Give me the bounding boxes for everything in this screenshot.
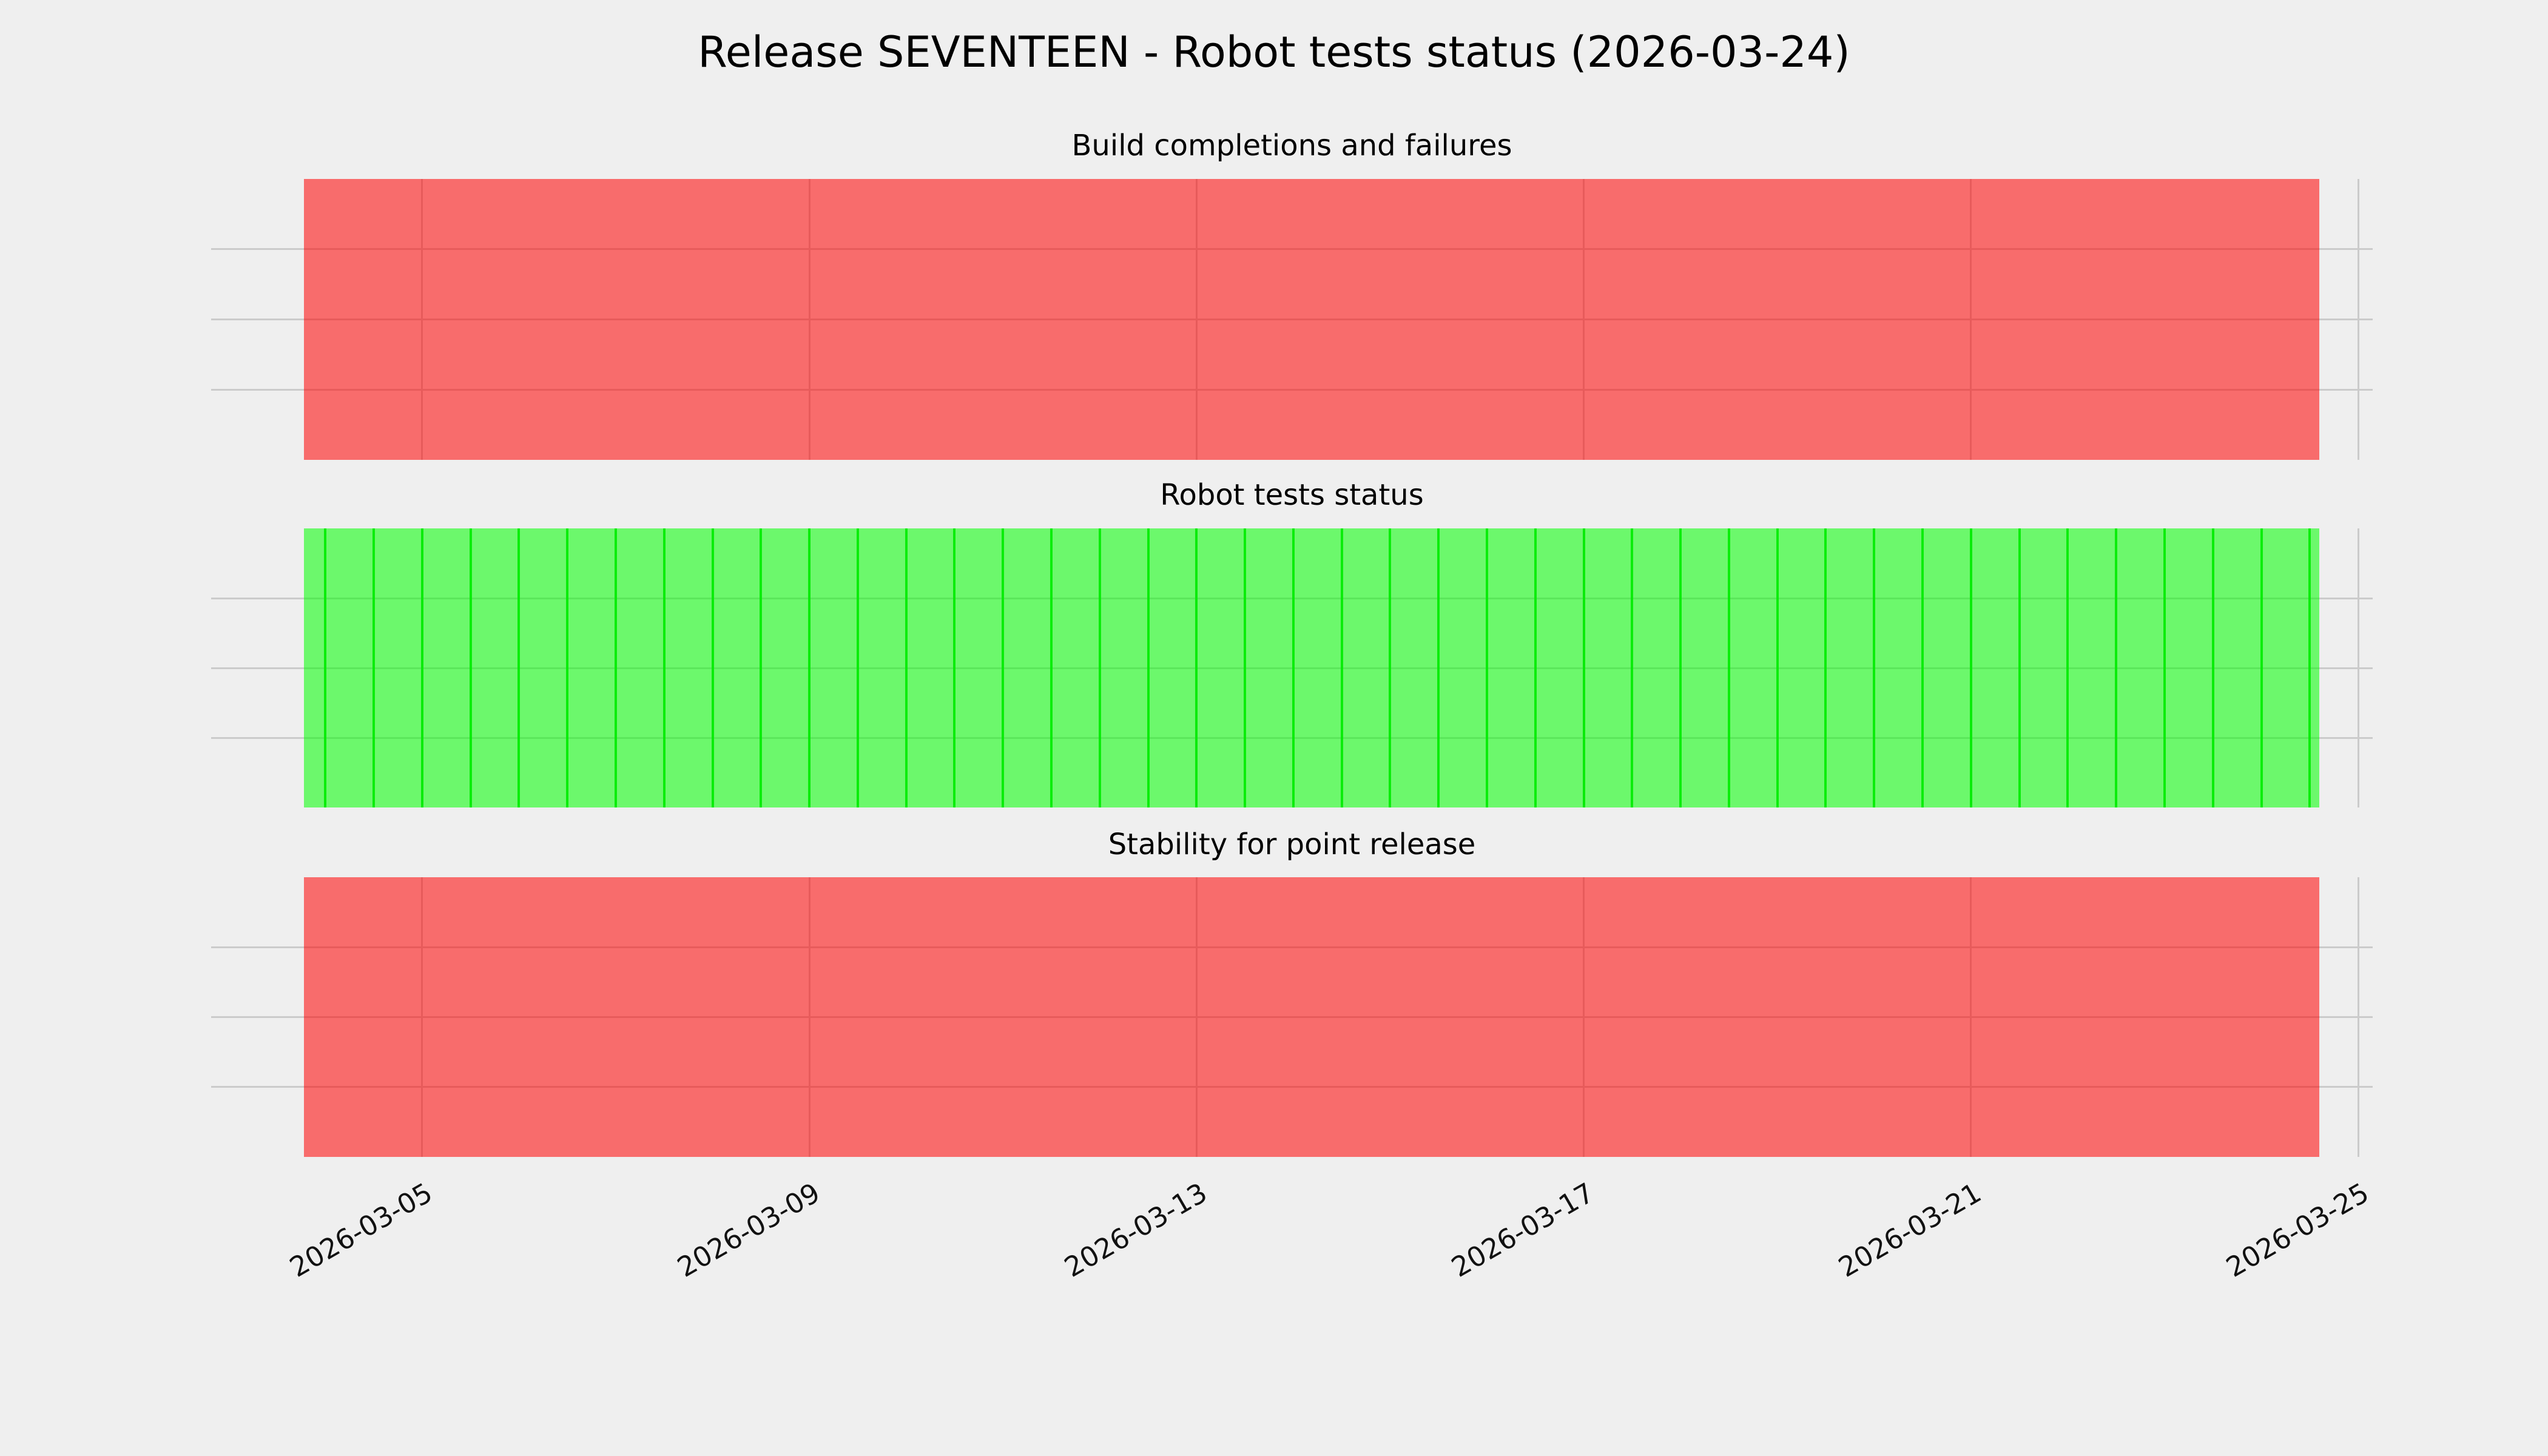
plot-area-build-completions (211, 179, 2373, 460)
test-run-separator (566, 528, 569, 807)
status-band-passing (304, 528, 2320, 807)
test-run-separator (1582, 528, 1585, 807)
test-run-separator (1195, 528, 1198, 807)
test-run-separator (1873, 528, 1876, 807)
test-run-separator (420, 528, 423, 807)
status-band-failing (304, 179, 2320, 460)
gridline-vertical (2357, 528, 2359, 807)
test-run-separator (711, 528, 714, 807)
test-run-separator (1002, 528, 1005, 807)
test-run-separator (1631, 528, 1634, 807)
x-axis-tick-label: 2026-03-21 (1833, 1176, 1987, 1284)
x-axis-tick-label: 2026-03-25 (2220, 1176, 2374, 1284)
test-run-separator (1969, 528, 1972, 807)
test-run-separator (1824, 528, 1827, 807)
test-run-separator (1244, 528, 1247, 807)
test-run-separator (856, 528, 859, 807)
test-run-separator (1776, 528, 1779, 807)
test-run-separator (905, 528, 908, 807)
test-run-separator (469, 528, 472, 807)
test-run-separator (1679, 528, 1682, 807)
figure-title: Release SEVENTEEN - Robot tests status (… (698, 27, 1850, 77)
status-band-failing (304, 877, 2320, 1157)
test-run-separator (2066, 528, 2069, 807)
test-run-separator (2308, 528, 2311, 807)
test-run-separator (614, 528, 617, 807)
test-run-separator (1389, 528, 1392, 807)
test-run-separator (324, 528, 327, 807)
test-run-separator (517, 528, 521, 807)
test-run-separator (2163, 528, 2166, 807)
test-run-separator (2115, 528, 2118, 807)
test-run-separator (2018, 528, 2021, 807)
x-axis-tick-label: 2026-03-13 (1059, 1176, 1213, 1284)
test-run-separator (372, 528, 376, 807)
subplot-title-stability: Stability for point release (1108, 827, 1476, 861)
x-axis-tick-label: 2026-03-17 (1446, 1176, 1600, 1284)
plot-area-stability (211, 877, 2373, 1157)
test-run-separator (1340, 528, 1343, 807)
test-run-separator (1486, 528, 1489, 807)
test-run-separator (1534, 528, 1537, 807)
test-run-separator (662, 528, 666, 807)
test-run-separator (1050, 528, 1053, 807)
test-run-separator (1437, 528, 1440, 807)
test-run-separator (1098, 528, 1101, 807)
test-run-separator (1921, 528, 1924, 807)
test-run-separator (2260, 528, 2263, 807)
test-run-separator (760, 528, 763, 807)
test-run-separator (2211, 528, 2214, 807)
test-run-separator (808, 528, 811, 807)
subplot-title-build-completions: Build completions and failures (1071, 129, 1512, 163)
gridline-vertical (2357, 179, 2359, 460)
test-run-separator (1147, 528, 1150, 807)
test-run-separator (1727, 528, 1730, 807)
subplot-title-robot-tests: Robot tests status (1160, 478, 1424, 512)
test-run-separator (1292, 528, 1295, 807)
x-axis-tick-label: 2026-03-05 (284, 1176, 438, 1284)
test-run-separator (953, 528, 956, 807)
plot-area-robot-tests (211, 528, 2373, 807)
x-axis-tick-label: 2026-03-09 (672, 1176, 826, 1284)
gridline-vertical (2357, 877, 2359, 1157)
